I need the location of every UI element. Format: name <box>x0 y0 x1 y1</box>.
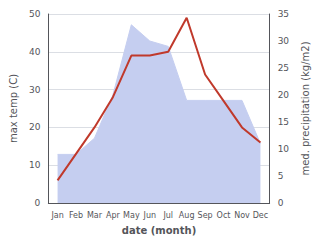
svg-text:20: 20 <box>278 90 290 100</box>
svg-text:date (month): date (month) <box>122 225 196 236</box>
svg-text:10: 10 <box>278 144 290 154</box>
svg-text:15: 15 <box>278 117 289 127</box>
svg-text:10: 10 <box>29 160 41 170</box>
svg-text:Aug: Aug <box>179 211 195 220</box>
svg-text:Jul: Jul <box>162 211 173 220</box>
svg-text:Jun: Jun <box>143 211 157 220</box>
svg-text:Dec: Dec <box>253 211 268 220</box>
svg-text:50: 50 <box>29 9 41 19</box>
svg-text:25: 25 <box>278 63 289 73</box>
svg-text:Feb: Feb <box>69 211 83 220</box>
svg-text:max temp (C): max temp (C) <box>8 74 19 143</box>
svg-text:Sep: Sep <box>198 211 213 220</box>
svg-text:med. precipitation (kg/m2): med. precipitation (kg/m2) <box>300 41 311 175</box>
svg-text:40: 40 <box>29 47 41 57</box>
svg-text:Nov: Nov <box>234 211 250 220</box>
svg-text:0: 0 <box>35 198 41 208</box>
svg-text:Oct: Oct <box>217 211 231 220</box>
svg-text:Jan: Jan <box>50 211 63 220</box>
svg-text:5: 5 <box>278 171 284 181</box>
svg-text:35: 35 <box>278 9 289 19</box>
svg-text:Mar: Mar <box>87 211 103 220</box>
svg-text:0: 0 <box>278 198 284 208</box>
svg-text:30: 30 <box>29 85 41 95</box>
svg-text:30: 30 <box>278 36 290 46</box>
svg-text:Apr: Apr <box>106 211 121 220</box>
svg-text:20: 20 <box>29 122 41 132</box>
svg-text:May: May <box>123 211 140 220</box>
